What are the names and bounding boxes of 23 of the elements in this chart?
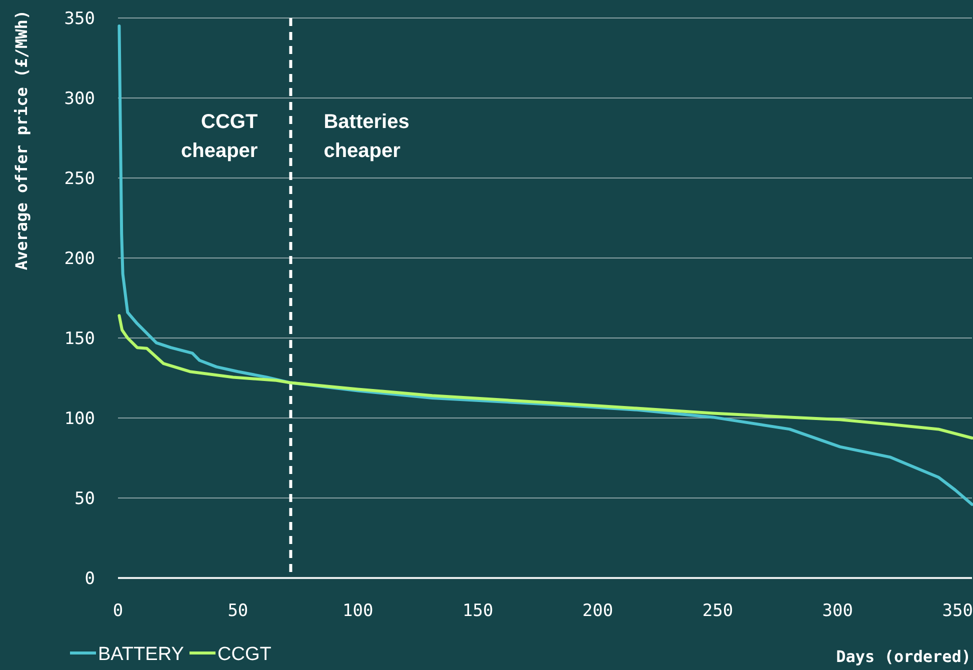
x-tick-label: 0 <box>112 601 124 621</box>
y-tick-label: 300 <box>64 88 95 109</box>
x-tick-label: 350 <box>942 601 973 621</box>
y-tick-label: 100 <box>64 408 95 429</box>
y-tick-label: 350 <box>64 8 95 29</box>
line-series <box>118 314 973 440</box>
y-tick-label: 50 <box>74 488 95 509</box>
x-tick-label: 50 <box>228 601 248 621</box>
x-tick-label: 200 <box>582 601 614 621</box>
y-tick-label: 250 <box>64 168 95 189</box>
annotation: CCGT cheaper <box>181 111 258 162</box>
x-tick-label: 150 <box>462 601 494 621</box>
y-tick-label: 200 <box>64 248 95 269</box>
annotation: Batteries cheaper <box>324 111 410 162</box>
legend-label: BATTERY <box>98 644 184 665</box>
legend-label: CCGT <box>218 644 272 665</box>
y-axis-title: Average offer price (£/MWh) <box>12 10 31 270</box>
y-tick-label: 0 <box>84 568 95 589</box>
x-axis-title: Days (ordered) <box>836 647 971 666</box>
x-tick-label: 250 <box>702 601 734 621</box>
x-tick-label: 100 <box>342 601 374 621</box>
y-tick-label: 150 <box>64 328 95 349</box>
x-tick-label: 300 <box>822 601 854 621</box>
